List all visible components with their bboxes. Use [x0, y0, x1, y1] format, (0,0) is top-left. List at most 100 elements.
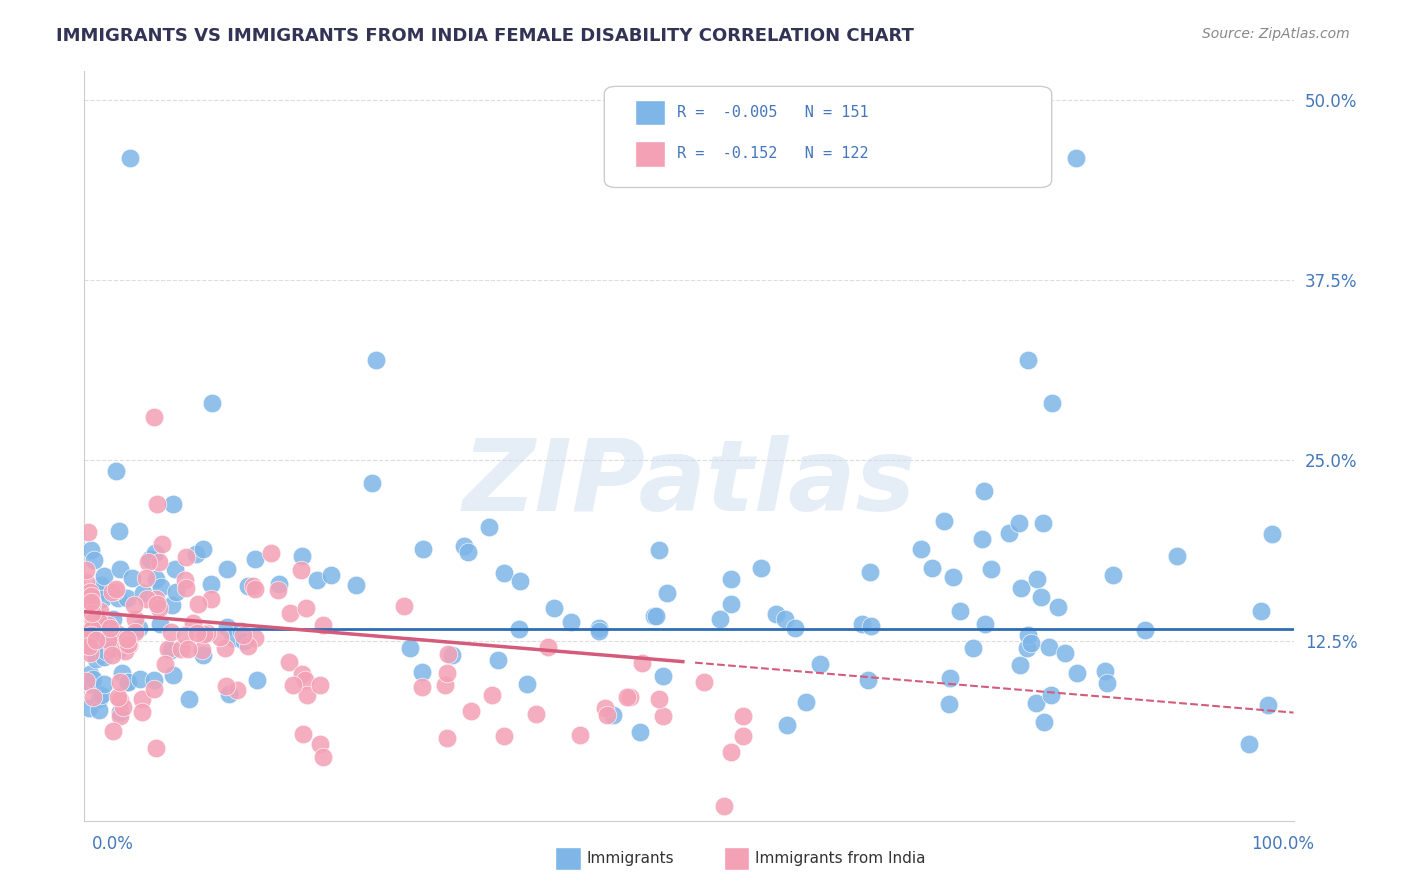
Point — [90, 578, 112, 592]
Point — [170, 642, 193, 657]
Point — [215, 679, 238, 693]
Point — [524, 706, 547, 721]
Point — [132, 586, 155, 600]
Point — [80, 543, 103, 558]
Point — [851, 616, 873, 631]
Point — [149, 580, 172, 594]
Point — [82, 622, 104, 636]
Point — [238, 639, 260, 653]
Point — [143, 682, 166, 697]
Point — [215, 562, 238, 576]
Point — [245, 631, 267, 645]
Point — [101, 648, 124, 663]
Point — [478, 520, 501, 534]
Point — [1250, 604, 1272, 618]
Point — [131, 705, 153, 719]
Point — [731, 729, 754, 743]
Point — [75, 673, 97, 688]
Point — [80, 677, 103, 691]
Point — [181, 616, 204, 631]
Point — [110, 561, 132, 575]
Point — [434, 677, 457, 691]
Point — [104, 582, 127, 596]
Point — [77, 701, 100, 715]
Point — [643, 608, 665, 623]
Point — [783, 621, 806, 635]
Point — [267, 577, 290, 591]
Point — [537, 640, 560, 654]
Text: IMMIGRANTS VS IMMIGRANTS FROM INDIA FEMALE DISABILITY CORRELATION CHART: IMMIGRANTS VS IMMIGRANTS FROM INDIA FEMA… — [56, 27, 914, 45]
Point — [90, 688, 112, 702]
Point — [492, 566, 515, 580]
Point — [508, 622, 530, 636]
Point — [84, 651, 107, 665]
Point — [94, 630, 117, 644]
Point — [910, 542, 932, 557]
Text: Immigrants from India: Immigrants from India — [755, 852, 925, 866]
Point — [942, 570, 965, 584]
Point — [794, 695, 817, 709]
FancyBboxPatch shape — [605, 87, 1052, 187]
Point — [103, 723, 125, 738]
Point — [187, 598, 209, 612]
Text: ZIPatlas: ZIPatlas — [463, 435, 915, 532]
Point — [87, 692, 110, 706]
Point — [124, 625, 146, 640]
Point — [108, 693, 131, 707]
Point — [593, 701, 616, 715]
Point — [162, 598, 184, 612]
Point — [162, 668, 184, 682]
Point — [94, 644, 117, 658]
Point — [295, 688, 318, 702]
Point — [1133, 623, 1156, 637]
Point — [107, 690, 129, 704]
Point — [77, 639, 100, 653]
Point — [148, 601, 170, 615]
Point — [233, 633, 256, 648]
Point — [208, 630, 231, 644]
Point — [156, 642, 179, 657]
Point — [115, 591, 138, 605]
Point — [392, 599, 415, 613]
Point — [440, 648, 463, 662]
Point — [364, 352, 387, 367]
Point — [1094, 664, 1116, 678]
Point — [731, 709, 754, 723]
Point — [242, 579, 264, 593]
Point — [107, 591, 129, 605]
Point — [1066, 666, 1088, 681]
Point — [543, 601, 565, 615]
Text: 0.0%: 0.0% — [91, 835, 134, 853]
Point — [186, 625, 208, 640]
Point — [104, 584, 127, 599]
Point — [775, 612, 797, 626]
Point — [319, 567, 342, 582]
Text: 100.0%: 100.0% — [1251, 835, 1315, 853]
Point — [1026, 572, 1049, 586]
Point — [108, 524, 131, 538]
Point — [516, 677, 538, 691]
Point — [980, 561, 1002, 575]
Point — [139, 552, 162, 566]
Point — [1010, 581, 1032, 595]
Point — [77, 590, 100, 604]
Point — [246, 673, 269, 687]
Point — [1029, 591, 1052, 605]
Point — [619, 690, 641, 704]
Point — [101, 585, 124, 599]
Point — [568, 728, 591, 742]
Point — [191, 642, 214, 657]
Point — [177, 642, 200, 657]
Point — [193, 542, 215, 557]
Point — [709, 612, 731, 626]
Point — [412, 541, 434, 556]
Point — [135, 591, 157, 606]
Point — [165, 584, 187, 599]
Point — [1033, 714, 1056, 729]
Point — [108, 708, 131, 723]
Point — [970, 532, 993, 546]
Point — [720, 572, 742, 586]
Point — [174, 628, 197, 642]
Point — [143, 673, 166, 687]
FancyBboxPatch shape — [634, 141, 665, 167]
